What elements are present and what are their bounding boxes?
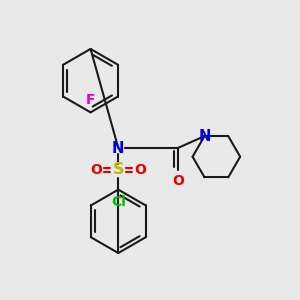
Text: O: O: [91, 163, 102, 177]
Text: N: N: [198, 129, 211, 144]
Text: S: S: [112, 162, 124, 177]
Text: O: O: [134, 163, 146, 177]
Text: F: F: [86, 93, 95, 107]
Text: Cl: Cl: [111, 195, 126, 208]
Text: N: N: [112, 140, 124, 155]
Text: O: O: [172, 174, 184, 188]
